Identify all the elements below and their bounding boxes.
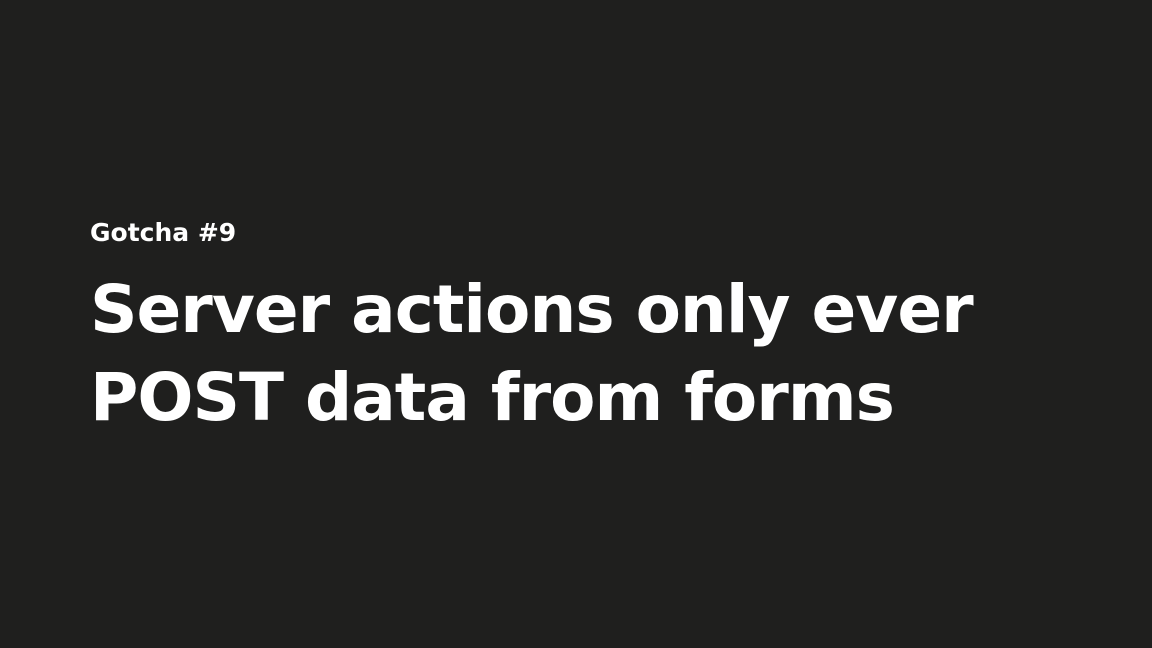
slide-content: Gotcha #9 Server actions only ever POST … xyxy=(90,216,1070,442)
slide-eyebrow: Gotcha #9 xyxy=(90,218,237,247)
slide-title: Server actions only ever POST data from … xyxy=(90,266,1070,442)
slide-title-line-2: POST data from forms xyxy=(90,359,895,436)
slide-title-line-1: Server actions only ever xyxy=(90,271,974,348)
